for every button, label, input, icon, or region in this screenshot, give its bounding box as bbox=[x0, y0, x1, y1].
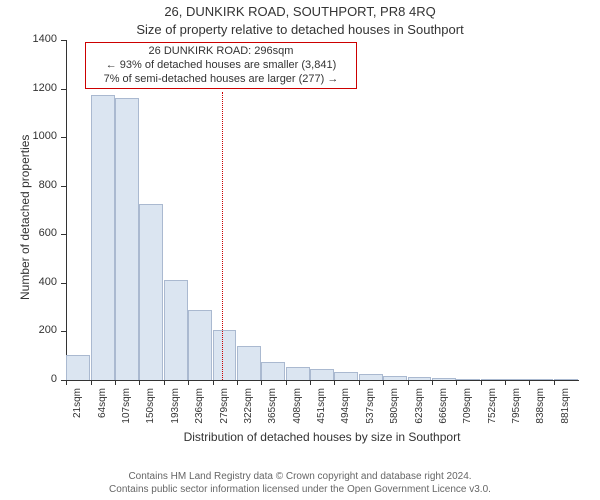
annotation-line2: ← 93% of detached houses are smaller (3,… bbox=[90, 59, 352, 73]
y-tick-label: 800 bbox=[21, 179, 57, 191]
y-tick bbox=[61, 234, 66, 235]
y-tick-label: 200 bbox=[21, 324, 57, 336]
x-tick bbox=[310, 380, 311, 385]
x-tick-label: 709sqm bbox=[462, 388, 473, 444]
y-tick bbox=[61, 40, 66, 41]
chart-container: 26, DUNKIRK ROAD, SOUTHPORT, PR8 4RQ Siz… bbox=[0, 0, 600, 500]
x-tick-label: 236sqm bbox=[194, 388, 205, 444]
histogram-bar bbox=[237, 346, 261, 380]
histogram-bar bbox=[213, 330, 237, 380]
y-tick-label: 0 bbox=[21, 373, 57, 385]
x-tick bbox=[408, 380, 409, 385]
x-tick bbox=[334, 380, 335, 385]
x-tick-label: 838sqm bbox=[535, 388, 546, 444]
x-tick-label: 752sqm bbox=[487, 388, 498, 444]
histogram-bar bbox=[383, 376, 407, 380]
x-tick-label: 666sqm bbox=[438, 388, 449, 444]
x-tick bbox=[286, 380, 287, 385]
histogram-bar bbox=[334, 372, 358, 381]
x-tick bbox=[359, 380, 360, 385]
y-tick-label: 1400 bbox=[21, 33, 57, 45]
x-tick-label: 795sqm bbox=[511, 388, 522, 444]
histogram-bar bbox=[529, 379, 553, 380]
histogram-bar bbox=[115, 98, 139, 380]
histogram-bar bbox=[432, 378, 456, 380]
footer-line1: Contains HM Land Registry data © Crown c… bbox=[0, 470, 600, 483]
x-tick-label: 623sqm bbox=[414, 388, 425, 444]
histogram-bar bbox=[505, 379, 529, 380]
histogram-bar bbox=[261, 362, 285, 380]
plot-area bbox=[66, 40, 578, 380]
histogram-bar bbox=[408, 377, 432, 380]
x-tick bbox=[139, 380, 140, 385]
y-tick-label: 400 bbox=[21, 276, 57, 288]
x-tick bbox=[456, 380, 457, 385]
x-tick bbox=[213, 380, 214, 385]
y-tick bbox=[61, 283, 66, 284]
y-tick bbox=[61, 186, 66, 187]
y-tick bbox=[61, 331, 66, 332]
annotation-line1: 26 DUNKIRK ROAD: 296sqm bbox=[90, 45, 352, 59]
annotation-line3: 7% of semi-detached houses are larger (2… bbox=[90, 73, 352, 87]
reference-line bbox=[222, 92, 223, 380]
x-tick-label: 537sqm bbox=[365, 388, 376, 444]
histogram-bar bbox=[554, 379, 578, 380]
x-tick bbox=[66, 380, 67, 385]
histogram-bar bbox=[359, 374, 383, 380]
x-tick-label: 193sqm bbox=[170, 388, 181, 444]
x-tick bbox=[91, 380, 92, 385]
histogram-bar bbox=[139, 204, 163, 380]
histogram-bar bbox=[188, 310, 212, 380]
x-tick bbox=[383, 380, 384, 385]
x-tick-label: 580sqm bbox=[389, 388, 400, 444]
x-tick-label: 150sqm bbox=[145, 388, 156, 444]
x-tick bbox=[115, 380, 116, 385]
x-tick-label: 107sqm bbox=[121, 388, 132, 444]
x-tick-label: 494sqm bbox=[340, 388, 351, 444]
x-tick bbox=[188, 380, 189, 385]
histogram-bar bbox=[91, 95, 115, 380]
x-tick bbox=[164, 380, 165, 385]
chart-title-sub: Size of property relative to detached ho… bbox=[0, 22, 600, 37]
footer-credit: Contains HM Land Registry data © Crown c… bbox=[0, 470, 600, 496]
histogram-bar bbox=[66, 355, 90, 381]
x-tick bbox=[237, 380, 238, 385]
histogram-bar bbox=[310, 369, 334, 380]
y-tick-label: 1000 bbox=[21, 130, 57, 142]
x-tick-label: 322sqm bbox=[243, 388, 254, 444]
y-tick bbox=[61, 89, 66, 90]
x-tick-label: 21sqm bbox=[72, 388, 83, 444]
x-tick-label: 64sqm bbox=[97, 388, 108, 444]
histogram-bar bbox=[286, 367, 310, 380]
histogram-bar bbox=[164, 280, 188, 380]
y-tick-label: 600 bbox=[21, 227, 57, 239]
x-tick-label: 881sqm bbox=[560, 388, 571, 444]
x-tick-label: 279sqm bbox=[219, 388, 230, 444]
histogram-bar bbox=[481, 379, 505, 380]
y-tick-label: 1200 bbox=[21, 82, 57, 94]
histogram-bar bbox=[456, 379, 480, 380]
x-tick bbox=[505, 380, 506, 385]
x-tick-label: 451sqm bbox=[316, 388, 327, 444]
footer-line2: Contains public sector information licen… bbox=[0, 483, 600, 496]
x-tick bbox=[554, 380, 555, 385]
x-tick bbox=[261, 380, 262, 385]
chart-title-main: 26, DUNKIRK ROAD, SOUTHPORT, PR8 4RQ bbox=[0, 4, 600, 19]
x-tick bbox=[432, 380, 433, 385]
x-tick bbox=[529, 380, 530, 385]
x-tick bbox=[481, 380, 482, 385]
annotation-box: 26 DUNKIRK ROAD: 296sqm ← 93% of detache… bbox=[85, 42, 357, 89]
x-tick-label: 365sqm bbox=[267, 388, 278, 444]
y-tick bbox=[61, 137, 66, 138]
x-tick-label: 408sqm bbox=[292, 388, 303, 444]
